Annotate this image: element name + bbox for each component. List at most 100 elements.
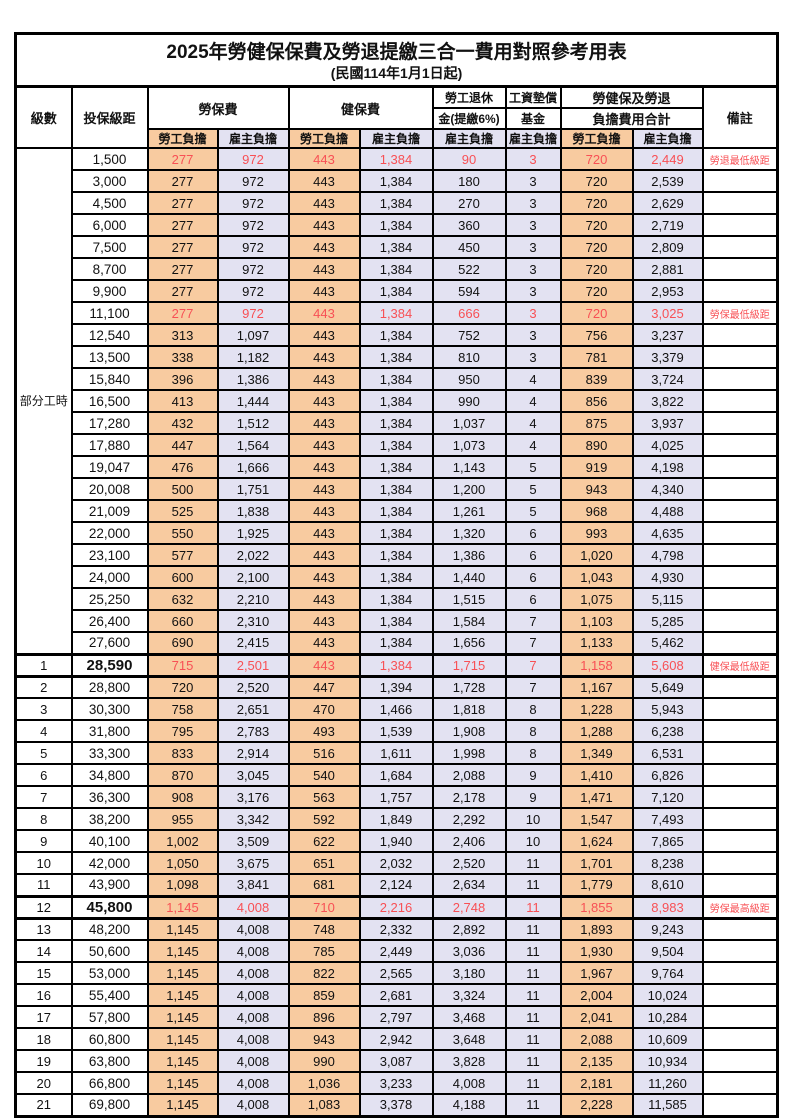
cell-total-employer: 2,539 xyxy=(631,169,704,193)
table-row: 13,500 338 1,182 443 1,384 810 3 781 3,379 xyxy=(16,345,779,369)
cell-remark xyxy=(701,1049,779,1073)
cell-total-employer: 5,462 xyxy=(631,631,704,655)
cell-bracket: 15,840 xyxy=(70,367,149,391)
cell-labor-employer: 1,925 xyxy=(216,521,290,545)
table-row: 2 28,800 720 2,520 447 1,394 1,728 7 1,167 5,649 xyxy=(14,675,779,699)
cell-bracket: 55,400 xyxy=(70,983,149,1007)
cell-total-employer: 6,238 xyxy=(631,719,704,743)
cell-bracket: 40,100 xyxy=(70,829,149,853)
cell-total-employer: 7,865 xyxy=(631,829,704,853)
cell-labor-employer: 2,501 xyxy=(216,652,290,678)
cell-total-employer: 4,198 xyxy=(631,455,704,479)
cell-labor-employer: 4,008 xyxy=(216,894,290,920)
cell-pension-employer: 2,406 xyxy=(431,829,507,853)
cell-labor-employer: 1,666 xyxy=(216,455,290,479)
cell-pension-employer: 1,656 xyxy=(431,631,507,655)
cell-labor-employee: 795 xyxy=(146,719,219,743)
cell-wage-fund-employer: 5 xyxy=(504,477,562,501)
table-row: 5 33,300 833 2,914 516 1,611 1,998 8 1,349 6,531 xyxy=(14,741,779,765)
col-header-wage-fund-line2: 基金 xyxy=(504,107,562,130)
table-row: 11 43,900 1,098 3,841 681 2,124 2,634 11 1,779 8,… xyxy=(14,873,779,897)
cell-remark xyxy=(701,213,779,237)
subheader-health-employer: 雇主負擔 xyxy=(358,128,434,149)
cell-remark xyxy=(701,763,779,787)
cell-bracket: 16,500 xyxy=(70,389,149,413)
cell-labor-employee: 870 xyxy=(146,763,219,787)
cell-labor-employee: 720 xyxy=(146,675,219,699)
cell-total-employee: 1,167 xyxy=(559,675,634,699)
table-row: 18 60,800 1,145 4,008 943 2,942 3,648 11 2,088 10… xyxy=(14,1027,779,1051)
cell-total-employee: 2,135 xyxy=(559,1049,634,1073)
cell-wage-fund-employer: 11 xyxy=(504,873,562,897)
cell-health-employee: 443 xyxy=(287,543,361,567)
cell-labor-employer: 3,342 xyxy=(216,807,290,831)
cell-total-employer: 8,983 xyxy=(631,894,704,920)
cell-bracket: 6,000 xyxy=(70,213,149,237)
cell-health-employer: 1,384 xyxy=(358,389,434,413)
cell-total-employer: 11,260 xyxy=(631,1071,704,1095)
cell-level: 3 xyxy=(14,697,73,721)
cell-bracket: 57,800 xyxy=(70,1005,149,1029)
cell-wage-fund-employer: 6 xyxy=(504,543,562,567)
cell-bracket: 30,300 xyxy=(70,697,149,721)
table-row: 23,100 577 2,022 443 1,384 1,386 6 1,020 4,798 xyxy=(16,543,779,567)
cell-bracket: 17,880 xyxy=(70,433,149,457)
cell-total-employer: 10,609 xyxy=(631,1027,704,1051)
cell-pension-employer: 180 xyxy=(431,169,507,193)
cell-total-employee: 720 xyxy=(559,169,634,193)
cell-labor-employer: 3,841 xyxy=(216,873,290,897)
cell-labor-employer: 1,838 xyxy=(216,499,290,523)
cell-wage-fund-employer: 11 xyxy=(504,1049,562,1073)
cell-total-employer: 3,822 xyxy=(631,389,704,413)
cell-total-employee: 1,133 xyxy=(559,631,634,655)
cell-wage-fund-employer: 3 xyxy=(504,147,562,171)
cell-wage-fund-employer: 11 xyxy=(504,851,562,875)
cell-total-employee: 943 xyxy=(559,477,634,501)
cell-pension-employer: 990 xyxy=(431,389,507,413)
cell-health-employer: 2,032 xyxy=(358,851,434,875)
cell-level: 12 xyxy=(14,894,73,920)
cell-labor-employee: 715 xyxy=(146,652,219,678)
cell-health-employer: 1,384 xyxy=(358,147,434,171)
cell-bracket: 1,500 xyxy=(70,147,149,171)
cell-total-employer: 10,024 xyxy=(631,983,704,1007)
cell-labor-employee: 1,145 xyxy=(146,961,219,985)
cell-total-employee: 756 xyxy=(559,323,634,347)
cell-remark xyxy=(701,1093,779,1117)
cell-labor-employee: 277 xyxy=(146,301,219,325)
cell-total-employer: 4,340 xyxy=(631,477,704,501)
cell-total-employer: 10,284 xyxy=(631,1005,704,1029)
cell-total-employee: 2,228 xyxy=(559,1093,634,1117)
cell-health-employer: 1,757 xyxy=(358,785,434,809)
cell-remark xyxy=(701,521,779,545)
cell-health-employee: 622 xyxy=(287,829,361,853)
cell-health-employee: 443 xyxy=(287,521,361,545)
cell-pension-employer: 2,178 xyxy=(431,785,507,809)
subheader-total-employer: 雇主負擔 xyxy=(631,128,704,149)
cell-total-employer: 4,635 xyxy=(631,521,704,545)
cell-labor-employee: 632 xyxy=(146,587,219,611)
cell-total-employer: 5,649 xyxy=(631,675,704,699)
cell-labor-employer: 972 xyxy=(216,279,290,303)
cell-total-employer: 4,025 xyxy=(631,433,704,457)
cell-health-employer: 1,940 xyxy=(358,829,434,853)
cell-remark xyxy=(701,719,779,743)
cell-remark: 健保最低級距 xyxy=(701,652,779,678)
cell-health-employee: 563 xyxy=(287,785,361,809)
cell-labor-employee: 1,050 xyxy=(146,851,219,875)
table-row: 15 53,000 1,145 4,008 822 2,565 3,180 11 1,967 9,… xyxy=(14,961,779,985)
col-header-labor-insurance: 勞保費 xyxy=(146,85,290,130)
cell-total-employee: 720 xyxy=(559,279,634,303)
cell-labor-employer: 4,008 xyxy=(216,983,290,1007)
cell-labor-employer: 2,210 xyxy=(216,587,290,611)
cell-labor-employer: 2,022 xyxy=(216,543,290,567)
cell-level: 18 xyxy=(14,1027,73,1051)
cell-remark xyxy=(701,389,779,413)
cell-labor-employer: 972 xyxy=(216,235,290,259)
cell-total-employer: 5,115 xyxy=(631,587,704,611)
table-row: 9,900 277 972 443 1,384 594 3 720 2,953 xyxy=(16,279,779,303)
cell-remark xyxy=(701,191,779,215)
cell-level: 6 xyxy=(14,763,73,787)
cell-pension-employer: 2,634 xyxy=(431,873,507,897)
cell-health-employer: 1,384 xyxy=(358,345,434,369)
